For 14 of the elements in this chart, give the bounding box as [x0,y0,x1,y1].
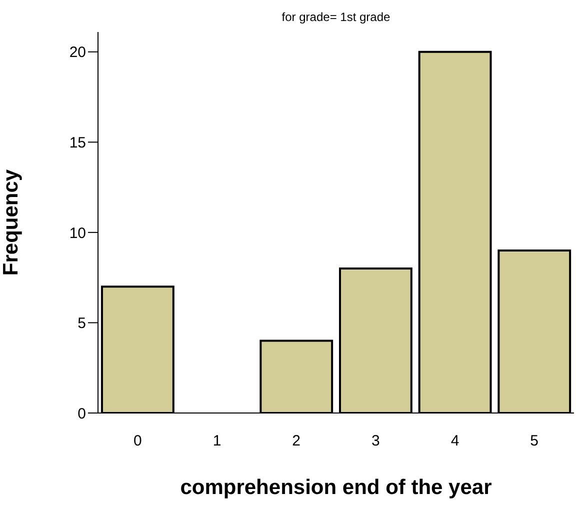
y-tick-label: 0 [78,405,86,422]
x-tick-label: 5 [530,432,539,450]
y-tick-label: 5 [78,315,86,332]
y-tick-label: 20 [69,44,86,62]
y-tick-label: 15 [69,134,86,152]
x-tick-label: 3 [371,432,380,450]
y-tick-label: 10 [69,224,86,242]
x-axis-title: comprehension end of the year [180,476,492,499]
x-tick-label: 1 [212,432,222,450]
x-tick-label: 2 [292,432,301,450]
chart-title: for grade= 1st grade [280,10,392,24]
y-axis-title: Frequency [0,169,22,276]
x-tick-label: 0 [133,432,142,450]
x-tick-label: 4 [450,432,460,450]
